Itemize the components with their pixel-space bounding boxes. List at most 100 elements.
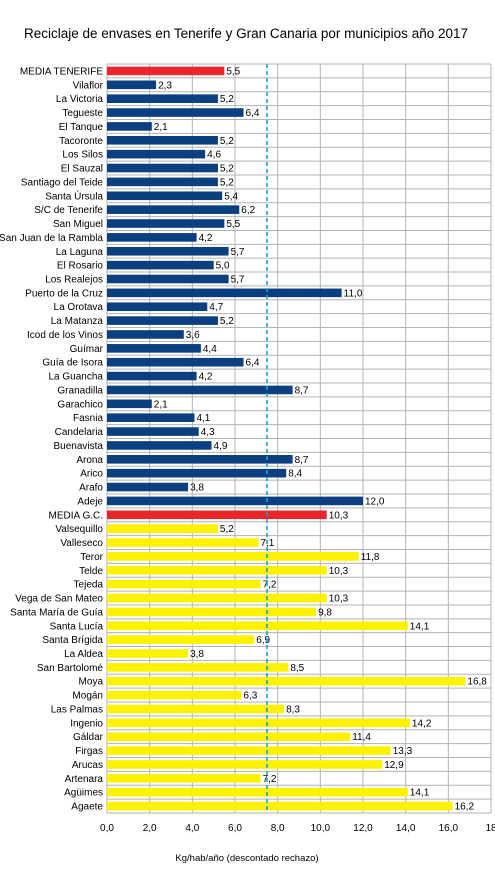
value-label: 3,8 [190,483,204,494]
bar [107,690,242,700]
x-tick-label: 2,0 [143,823,157,834]
category-label: Candelaria [55,427,104,438]
category-label: Santa Lucía [50,621,104,632]
category-label: Guímar [70,344,104,355]
value-label: 3,6 [186,330,200,341]
value-label: 8,5 [290,663,304,674]
value-label: 6,3 [243,691,257,702]
value-label: 2,3 [158,80,172,91]
category-label: Vega de San Mateo [15,594,103,605]
value-label: 14,2 [412,718,432,729]
category-label: La Guancha [49,372,104,383]
value-label: 16,8 [467,677,487,688]
value-label: 3,8 [190,649,204,660]
bar [107,94,218,103]
x-tick-label: 8,0 [271,823,285,834]
value-label: 4,3 [201,427,215,438]
bar [107,649,189,658]
category-label: Agaete [71,802,103,813]
bar [107,510,327,520]
bar [107,316,218,325]
category-label: MEDIA TENERIFE [20,66,103,77]
category-label: Mogán [72,691,103,702]
bar [107,774,261,783]
value-label: 4,9 [214,441,228,452]
value-label: 5,2 [220,94,234,105]
bar [107,233,197,242]
bar [107,205,240,214]
bar [107,538,259,547]
bar [107,330,184,339]
x-tick-label: 12,0 [353,823,373,834]
value-label: 5,2 [220,136,234,147]
category-label: Puerto de la Cruz [25,288,103,299]
bar [107,496,363,506]
category-label: Granadilla [57,385,103,396]
value-label: 6,9 [256,635,270,646]
bar [107,787,408,797]
category-label: Los Silos [62,150,103,161]
value-label: 8,7 [295,455,309,466]
value-label: 6,4 [246,358,260,369]
value-label: 5,7 [231,247,245,258]
bar [107,635,255,644]
value-label: 6,2 [241,205,255,216]
bar [107,302,208,312]
value-label: 16,2 [455,802,475,813]
bar [107,246,229,256]
category-label: Ingenio [70,718,103,729]
bar [107,441,212,450]
x-tick-label: 10,0 [311,823,331,834]
category-label: Artenara [65,774,104,785]
value-label: 8,7 [295,385,309,396]
category-label: Tacoronte [59,136,103,147]
category-label: Gáldar [73,732,104,743]
x-tick-label: 16,0 [439,823,459,834]
category-label: La Orotava [54,302,104,313]
category-label: El Tanque [59,122,104,133]
bar [107,288,342,298]
category-label: S/C de Tenerife [34,205,103,216]
bar [107,746,391,755]
bar [107,468,287,478]
bar [107,621,408,631]
x-tick-label: 14,0 [396,823,416,834]
bar [107,399,152,409]
category-label: Valsequillo [55,524,103,535]
bar [107,455,293,464]
value-label: 9,8 [318,607,332,618]
category-label: MEDIA G.C. [49,510,103,521]
bar [107,801,453,811]
bar [107,108,244,117]
category-label: Buenavista [54,441,104,452]
bar [107,704,285,714]
category-label: El Sauzal [61,164,103,175]
bar [107,663,289,672]
bar [107,385,293,395]
chart-title: Reciclaje de envases en Tenerife y Gran … [24,26,468,41]
bar [107,732,351,742]
bar [107,607,317,617]
category-label: Icod de los Vinos [27,330,103,341]
category-label: Arafo [79,483,103,494]
value-label: 10,3 [329,510,349,521]
value-label: 4,7 [209,302,223,313]
category-label: Las Palmas [51,704,103,715]
category-label: Santa Brígida [42,635,103,646]
value-label: 10,3 [329,566,349,577]
bar [107,565,327,575]
category-label: Arucas [72,760,103,771]
value-label: 6,4 [246,108,260,119]
bar [107,482,189,492]
x-axis-label: Kg/hab/año (descontado rechazo) [175,853,318,864]
bar [107,357,244,367]
grid-lines [106,63,492,814]
category-label: Agüimes [64,788,103,799]
value-label: 12,9 [384,760,404,771]
value-label: 7,2 [263,580,277,591]
bar [107,524,218,533]
value-label: 12,0 [365,496,385,507]
value-label: 4,1 [196,413,210,424]
category-labels: MEDIA TENERIFE Vilaflor La Victoria Teguest… [0,66,104,812]
